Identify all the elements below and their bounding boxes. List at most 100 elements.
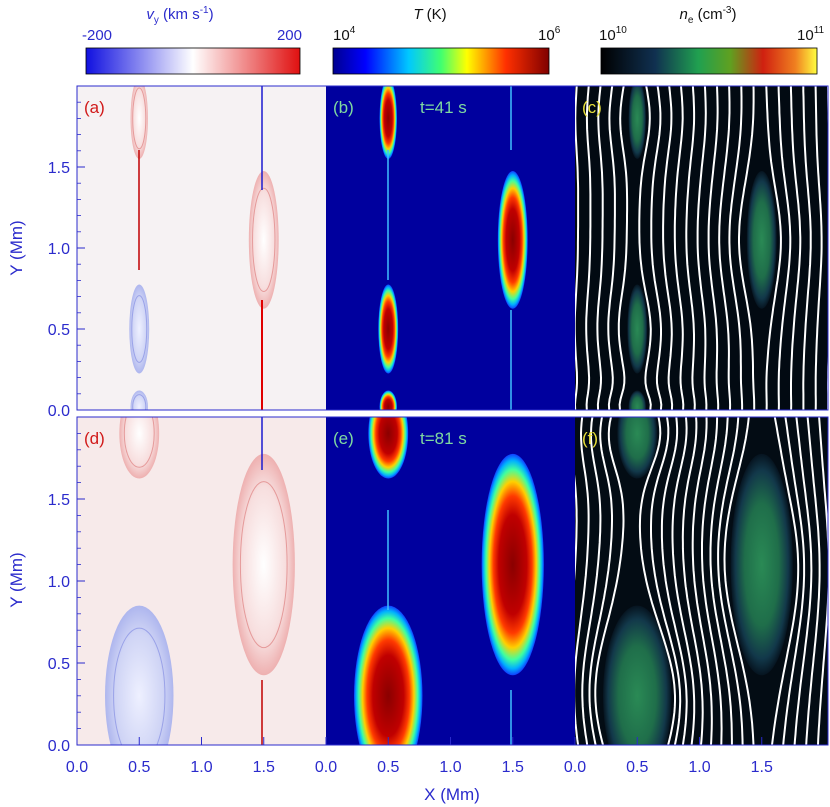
plasmoid-ring-0-2	[252, 187, 276, 293]
plasmoid-top-temperature-3	[379, 390, 397, 410]
plasmoid-bottom-vy-5	[105, 605, 174, 745]
plasmoid-ring-1-4	[123, 417, 155, 468]
colorbar-density-max: 1011	[797, 25, 825, 44]
x-tick-label-2-3: 1.5	[751, 759, 773, 776]
field-line-0-19	[814, 86, 823, 410]
field-line-1-12	[709, 417, 733, 745]
field-line-1-19	[817, 417, 828, 745]
field-line-0-1	[585, 86, 592, 410]
panel-c-bg	[575, 86, 828, 410]
field-line-0-3	[607, 86, 616, 410]
plasmoid-ring-0-3	[132, 394, 147, 410]
colorbars: vy (km s-1) -200 200 T (K) 104 106 ne (c…	[82, 5, 825, 75]
field-line-1-17	[793, 417, 813, 745]
field-line-1-7	[660, 417, 688, 745]
field-line-1-8	[671, 417, 696, 745]
plasmoid-top-density-3	[628, 390, 646, 410]
field-line-0-7	[662, 86, 674, 410]
field-line-1-13	[717, 417, 744, 745]
field-line-1-16	[782, 417, 806, 745]
field-line-0-8	[673, 86, 685, 410]
field-line-1-11	[701, 417, 723, 745]
field-line-0-12	[718, 86, 732, 410]
plasmoid-top-vy-1	[129, 284, 150, 374]
x-tick-label-1-2: 1.0	[439, 759, 461, 776]
field-line-1-6	[650, 417, 682, 745]
plasmoid-ring-1-5	[113, 627, 166, 745]
panel-label-f: (f)	[582, 429, 598, 448]
field-line-0-4	[617, 86, 629, 410]
field-line-1-1	[575, 417, 590, 745]
plasmoid-bottom-density-6	[730, 453, 793, 676]
x-tick-label-0-2: 1.0	[190, 759, 212, 776]
field-line-0-15	[765, 86, 782, 410]
field-line-1-5	[638, 417, 676, 745]
plasmoid-bottom-temperature-4	[368, 417, 409, 479]
field-line-0-2	[596, 86, 604, 410]
axes: 0.0 0.5 1.0 1.5 0.0 0.5 1.0 1.5 0.0 0.5 1.0 1.5 0.0 0…	[48, 85, 773, 776]
y-tick-label-1-0: 0.0	[48, 738, 70, 755]
field-line-1-3	[588, 417, 613, 745]
y-axis-label-top: Y (Mm)	[7, 220, 26, 275]
panel-time-b: t=41 s	[420, 98, 467, 117]
x-tick-label-1-3: 1.5	[502, 759, 524, 776]
colorbar-density-min: 1010	[599, 25, 627, 44]
panel-backgrounds	[77, 86, 828, 745]
field-line-1-9	[681, 417, 704, 745]
colorbar-vy-title: vy (km s-1)	[146, 5, 213, 26]
field-line-1-18	[805, 417, 821, 745]
y-tick-label-0-2: 1.0	[48, 241, 70, 258]
field-line-1-2	[581, 417, 602, 745]
colorbar-density-title: ne (cm-3)	[680, 5, 737, 26]
colorbar-vy-min: -200	[82, 27, 112, 44]
plasmoid-bottom-temperature-6	[481, 453, 544, 676]
field-line-0-6	[650, 86, 663, 410]
field-line-0-5	[638, 86, 652, 410]
y-tick-label-1-1: 0.5	[48, 656, 70, 673]
field-line-1-4	[594, 417, 625, 745]
field-line-0-16	[777, 86, 792, 410]
colorbar-density	[600, 47, 818, 75]
panel-label-d: (d)	[84, 429, 105, 448]
plasmoid-bottom-temperature-5	[354, 605, 423, 745]
plasmoid-ring-1-6	[239, 481, 288, 649]
field-line-0-10	[696, 86, 708, 410]
field-line-1-10	[691, 417, 713, 745]
panel-time-e: t=81 s	[420, 429, 467, 448]
field-line-0-9	[685, 86, 696, 410]
x-tick-label-2-0: 0.0	[564, 759, 586, 776]
plasmoid-ring-0-0	[132, 87, 147, 150]
colorbar-temperature-max: 106	[538, 25, 561, 44]
colorbar-temperature	[332, 47, 550, 75]
x-tick-label-0-1: 0.5	[128, 759, 150, 776]
plasmoid-top-density-1	[627, 284, 648, 374]
x-axis-label: X (Mm)	[424, 785, 480, 804]
field-line-0-11	[707, 86, 720, 410]
colorbar-temperature-title: T (K)	[413, 6, 446, 23]
panel-labels: (a) (b) t=41 s (c) (d) (e) t=81 s (f)	[84, 98, 602, 448]
y-tick-label-1-3: 1.5	[48, 492, 70, 509]
field-line-1-14	[723, 417, 755, 745]
x-tick-label-1-0: 0.0	[315, 759, 337, 776]
plasmoid-top-temperature-2	[497, 171, 528, 309]
field-line-0-14	[738, 86, 756, 410]
plasmoid-bottom-density-4	[617, 417, 658, 479]
plasmoid-top-density-2	[746, 171, 777, 309]
plasmoid-top-density-0	[628, 86, 646, 159]
field-line-0-18	[802, 86, 812, 410]
field-line-1-15	[771, 417, 800, 745]
x-tick-label-1-1: 0.5	[377, 759, 399, 776]
field-line-0-0	[575, 86, 580, 410]
plasmoid-top-vy-3	[130, 390, 148, 410]
current-sheets	[138, 86, 512, 745]
y-tick-label-0-1: 0.5	[48, 322, 70, 339]
panel-b-bg	[326, 86, 575, 410]
panel-label-e: (e)	[333, 429, 354, 448]
colorbar-vy	[85, 47, 301, 75]
y-tick-label-0-0: 0.0	[48, 403, 70, 420]
plasmoid-bottom-vy-6	[232, 453, 295, 676]
panel-label-b: (b)	[333, 98, 354, 117]
panel-a-bg	[77, 86, 326, 410]
plasmoid-bottom-density-5	[603, 605, 672, 745]
